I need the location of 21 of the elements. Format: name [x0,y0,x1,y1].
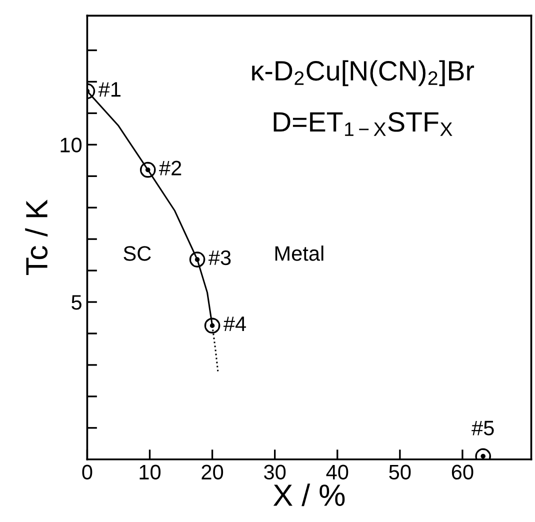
annotation: #1 [98,82,120,97]
annotation: Metal [275,246,324,261]
point [204,318,220,334]
point [189,252,206,268]
x-tick-label: 60 [452,464,474,480]
y-axis-title: Tc / K [25,200,48,276]
x-tick-label: 40 [326,464,348,480]
annotation: #3 [208,250,231,266]
annotation: #5 [472,420,494,436]
annotation: κ-D$_{2}$Cu[N(CN)$_{2}$]Br [252,60,474,86]
x-tick-label: 30 [264,464,286,480]
annotation: D=ET$_{1−X}$STF$_{X}$ [274,112,452,136]
x-axis-title: X / % [273,484,345,506]
annotation: SC [124,246,151,261]
x-tick-label: 0 [82,464,92,480]
annotation: #2 [159,160,182,176]
x-tick-label: 10 [140,464,161,480]
y-tick-label: 5 [72,295,82,310]
annotation: #4 [223,316,246,332]
x-tick-label: 50 [389,464,411,480]
x-tick-label: 20 [202,464,224,480]
